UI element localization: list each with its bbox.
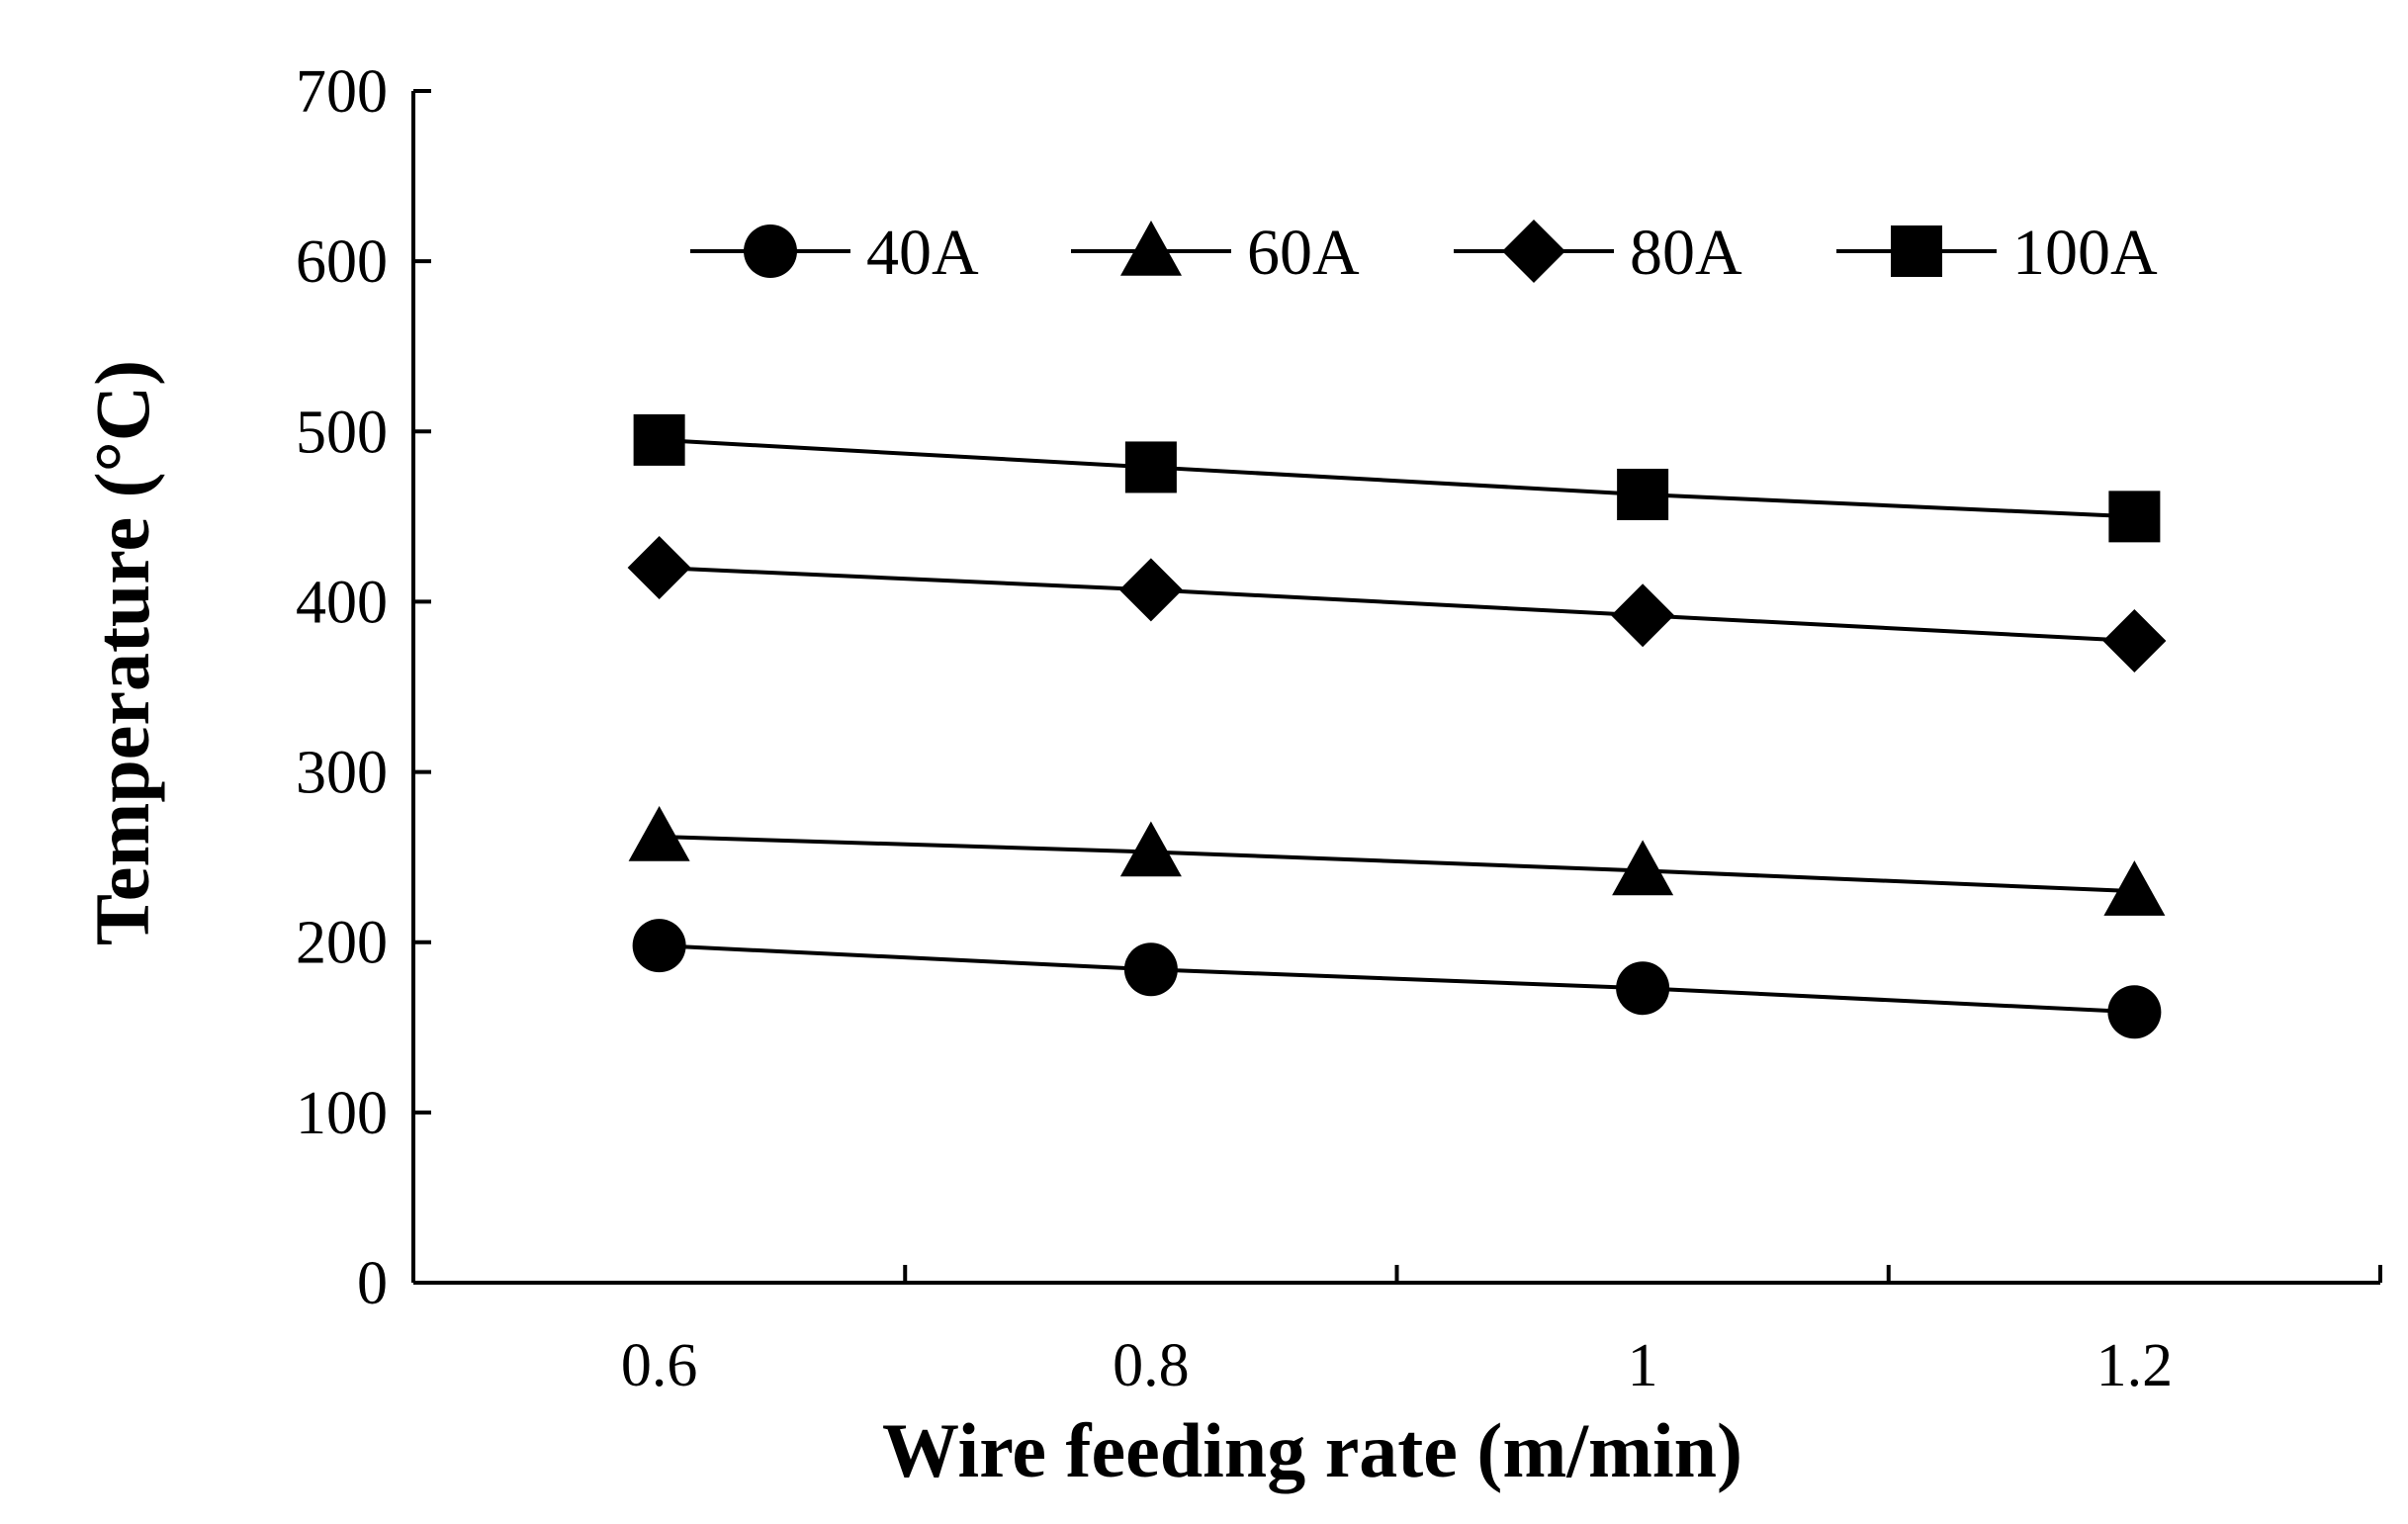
legend-label-80a: 80A: [1630, 217, 1742, 289]
series-line-40a: [659, 943, 2135, 1015]
data-point-80a: [627, 536, 691, 599]
y-tick-label: 500: [296, 399, 388, 466]
y-tick-label: 0: [357, 1250, 388, 1317]
x-tick-label: 0.8: [1113, 1332, 1190, 1399]
y-tick-label: 700: [296, 58, 388, 126]
data-point-80a: [1611, 583, 1675, 648]
y-tick-label: 400: [296, 569, 388, 636]
series-line-60a: [659, 834, 2135, 894]
data-point-60a: [1612, 840, 1674, 896]
series-line-100a: [659, 437, 2135, 519]
data-point-100a: [1617, 468, 1669, 520]
data-point-60a: [628, 805, 690, 861]
x-tick-label: 1: [1628, 1332, 1658, 1399]
x-axis-title: Wire feeding rate (m/min): [882, 1407, 1742, 1493]
y-tick-labels: 0 100 200 300 400 500 600 700: [296, 58, 388, 1317]
legend-marker-60a: [1120, 221, 1182, 276]
legend: 40A 60A 80A 100A: [690, 217, 2158, 289]
legend-label-60a: 60A: [1247, 217, 1360, 289]
data-point-60a: [2103, 860, 2166, 916]
data-point-40a: [2107, 985, 2162, 1039]
data-point-100a: [633, 413, 685, 466]
y-tick-label: 600: [296, 228, 388, 296]
legend-marker-40a: [744, 224, 797, 278]
data-point-40a: [1123, 942, 1178, 997]
y-axis-title: Temperature (°C): [79, 360, 165, 945]
series-plot-area: [627, 413, 2167, 1039]
data-point-40a: [632, 919, 686, 973]
y-tick-label: 300: [296, 740, 388, 807]
legend-marker-100a: [1891, 225, 1942, 277]
legend-marker-80a: [1502, 220, 1565, 283]
axes: [411, 89, 2382, 1285]
data-point-100a: [2108, 491, 2161, 543]
data-point-80a: [1118, 558, 1183, 622]
data-point-100a: [1124, 441, 1177, 493]
series-line-80a: [659, 566, 2135, 644]
x-tick-labels: 0.6 0.8 1 1.2: [621, 1332, 2173, 1399]
data-point-80a: [2102, 609, 2167, 673]
legend-label-100a: 100A: [2012, 217, 2158, 289]
x-tick-label: 1.2: [2096, 1332, 2174, 1399]
data-point-40a: [1616, 961, 1670, 1016]
y-tick-label: 100: [296, 1080, 388, 1147]
legend-label-40a: 40A: [866, 217, 979, 289]
y-tick-label: 200: [296, 910, 388, 977]
data-point-60a: [1119, 821, 1182, 877]
x-tick-label: 0.6: [621, 1332, 698, 1399]
